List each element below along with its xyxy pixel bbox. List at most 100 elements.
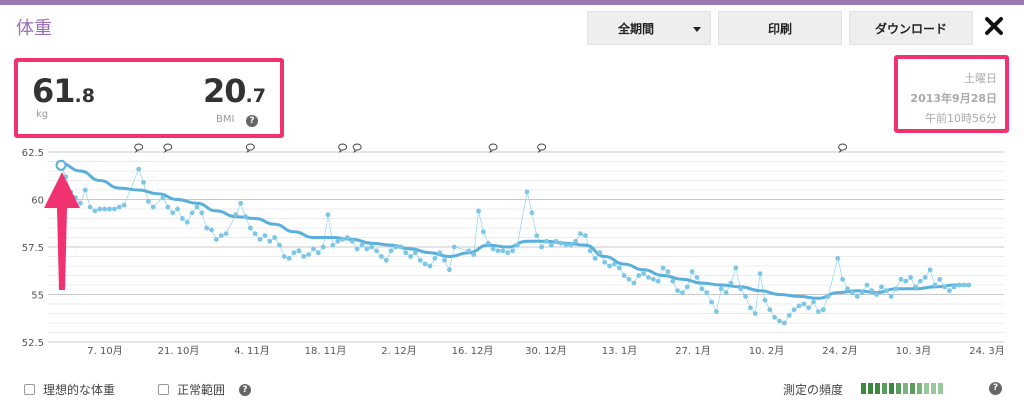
comment-icon (163, 143, 173, 154)
frequency-bar (903, 383, 908, 394)
data-point (723, 290, 729, 295)
date-label: 2013年9月28日 (910, 92, 997, 105)
data-point (636, 273, 642, 278)
data-point (349, 238, 355, 244)
data-point (854, 294, 860, 299)
y-tick-label: 57.5 (22, 243, 44, 254)
frequency-bar (882, 383, 887, 394)
data-point (772, 314, 778, 320)
top-stripe (0, 0, 1024, 5)
data-point (738, 286, 744, 292)
y-tick-label: 62.5 (22, 148, 44, 159)
data-point (262, 233, 268, 238)
data-point (432, 256, 438, 261)
data-point (626, 276, 632, 282)
frequency-bar (938, 383, 943, 394)
data-point (835, 256, 841, 261)
data-point (820, 307, 826, 313)
data-point (301, 254, 307, 259)
data-point (961, 282, 967, 288)
data-point (587, 248, 593, 254)
print-button[interactable]: 印刷 (718, 11, 842, 45)
chevron-down-icon (693, 27, 701, 32)
x-tick-label: 10. 2月 (749, 345, 784, 357)
data-point (660, 265, 666, 271)
data-point (116, 204, 122, 210)
data-point (437, 250, 443, 256)
data-point (383, 257, 389, 263)
normal-range-label: 正常範囲 (177, 383, 226, 397)
ideal-weight-checkbox[interactable] (24, 384, 35, 395)
data-point (204, 225, 210, 231)
data-point (315, 250, 321, 256)
frequency-bar (931, 383, 936, 394)
data-point (379, 254, 384, 259)
data-point (471, 252, 477, 257)
data-point (655, 278, 661, 284)
data-point (777, 318, 782, 324)
data-point (107, 206, 112, 212)
data-point (340, 237, 345, 242)
data-point (233, 212, 239, 218)
weight-integer: 61 (32, 72, 76, 110)
data-point (883, 288, 889, 294)
data-point (811, 299, 816, 305)
data-point (320, 244, 326, 250)
data-point (272, 235, 278, 240)
help-icon[interactable]: ? (989, 382, 1002, 395)
data-point (568, 242, 574, 248)
comment-markers (134, 143, 848, 154)
data-point (330, 242, 336, 248)
data-point (446, 267, 452, 273)
frequency-bar (868, 383, 873, 394)
y-axis-ticks: 62.5 60 57.5 55 52.5 (22, 148, 44, 349)
x-tick-label: 24. 3月 (969, 345, 1004, 357)
bmi-unit: BMI (216, 114, 235, 125)
frequency-label: 測定の頻度 (783, 383, 844, 397)
data-point (223, 231, 229, 237)
normal-range-checkbox[interactable] (158, 384, 169, 395)
data-point (291, 250, 297, 256)
data-point (165, 204, 171, 210)
data-point (199, 210, 205, 216)
data-point (592, 256, 598, 261)
x-tick-label: 2. 12月 (381, 345, 416, 357)
chart-grid (48, 151, 1004, 343)
comment-icon (537, 143, 547, 154)
ideal-weight-toggle[interactable]: 理想的な体重 (24, 381, 115, 398)
data-point (267, 238, 273, 244)
data-point (582, 233, 588, 238)
frequency-bar (889, 383, 894, 394)
data-point (573, 238, 579, 244)
data-point (743, 294, 748, 299)
data-point (621, 273, 627, 278)
close-icon[interactable] (984, 16, 1004, 36)
data-point (257, 237, 263, 242)
up-arrow-shape (44, 172, 80, 290)
download-button[interactable]: ダウンロード (849, 11, 973, 45)
data-point (544, 238, 549, 244)
data-point (602, 259, 608, 265)
y-tick-label: 52.5 (22, 338, 44, 349)
data-point (364, 246, 370, 252)
normal-range-toggle[interactable]: 正常範囲 ? (158, 381, 252, 398)
data-point (189, 210, 195, 216)
weight-chart[interactable]: 62.5 60 57.5 55 52.5 7. 10月 21. 10月 4. 11月 18. … (0, 140, 1024, 360)
help-icon[interactable]: ? (239, 383, 252, 396)
data-point (597, 250, 603, 256)
data-point (825, 294, 831, 299)
period-dropdown[interactable]: 全期間 (587, 11, 711, 45)
data-point (762, 297, 768, 303)
data-point (665, 269, 671, 275)
data-point (757, 271, 763, 276)
help-icon[interactable]: ? (246, 115, 258, 127)
data-point (97, 206, 103, 212)
x-tick-label: 16. 12月 (452, 345, 494, 357)
data-point (451, 244, 457, 250)
data-point (476, 208, 481, 214)
data-point (913, 284, 918, 290)
data-point (529, 210, 535, 216)
data-point (514, 242, 520, 248)
weekday-label: 土曜日 (964, 72, 997, 85)
data-point (296, 248, 302, 254)
